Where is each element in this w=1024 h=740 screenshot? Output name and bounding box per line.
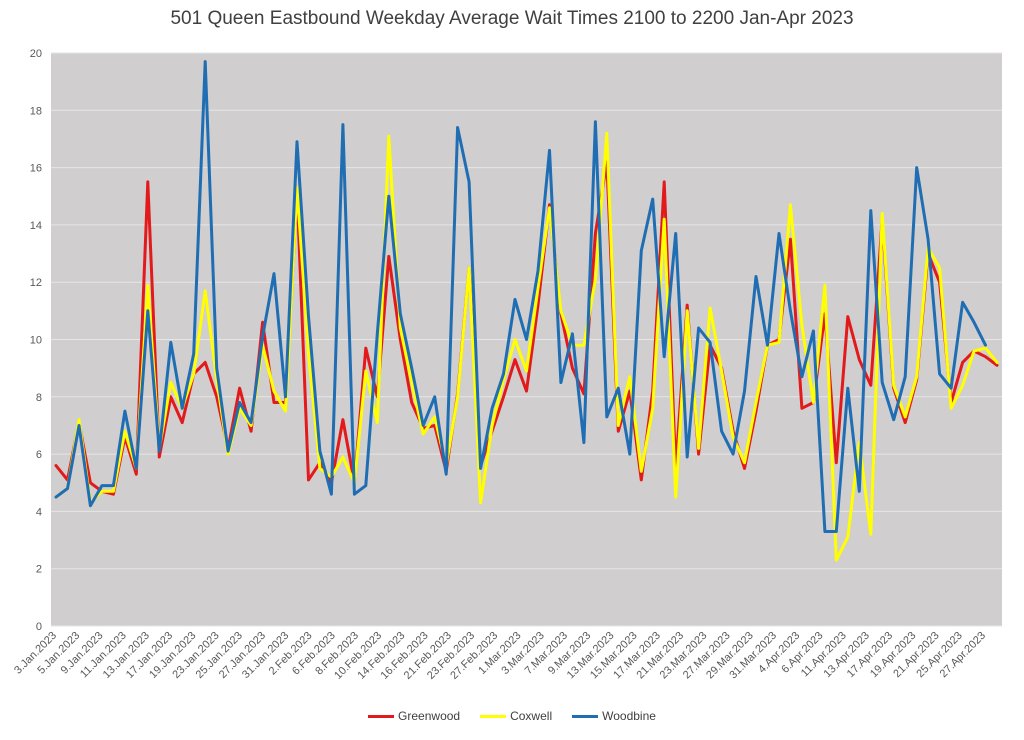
- y-tick-label-2: 4: [36, 506, 42, 518]
- y-tick-label-9: 18: [30, 105, 42, 117]
- legend-swatch-series-2: [480, 714, 507, 718]
- chart-legend: Greenwood Coxwell Woodbine: [0, 709, 1024, 723]
- legend-item-series-1: Greenwood: [368, 709, 460, 723]
- y-tick-label-1: 2: [36, 564, 42, 576]
- y-tick-label-10: 20: [30, 48, 42, 60]
- y-tick-label-5: 10: [30, 335, 42, 347]
- y-tick-label-0: 0: [36, 621, 42, 633]
- legend-swatch-series-3: [572, 714, 599, 718]
- legend-label-series-3: Woodbine: [602, 709, 656, 723]
- legend-label-series-2: Coxwell: [510, 709, 553, 723]
- series-line-coxwell: [54, 131, 999, 562]
- series-line-greenwood: [54, 160, 999, 496]
- y-tick-label-8: 16: [30, 163, 42, 175]
- legend-item-series-3: Woodbine: [572, 709, 656, 723]
- y-tick-label-3: 6: [36, 449, 42, 461]
- chart-title: 501 Queen Eastbound Weekday Average Wait…: [170, 8, 854, 29]
- legend-item-series-2: Coxwell: [480, 709, 552, 723]
- legend-swatch-series-1: [368, 714, 395, 718]
- legend-label-series-1: Greenwood: [398, 709, 461, 723]
- y-tick-label-4: 8: [36, 392, 42, 404]
- series-line-woodbine: [54, 60, 987, 533]
- y-tick-label-6: 12: [30, 277, 42, 289]
- y-tick-label-7: 14: [30, 220, 42, 232]
